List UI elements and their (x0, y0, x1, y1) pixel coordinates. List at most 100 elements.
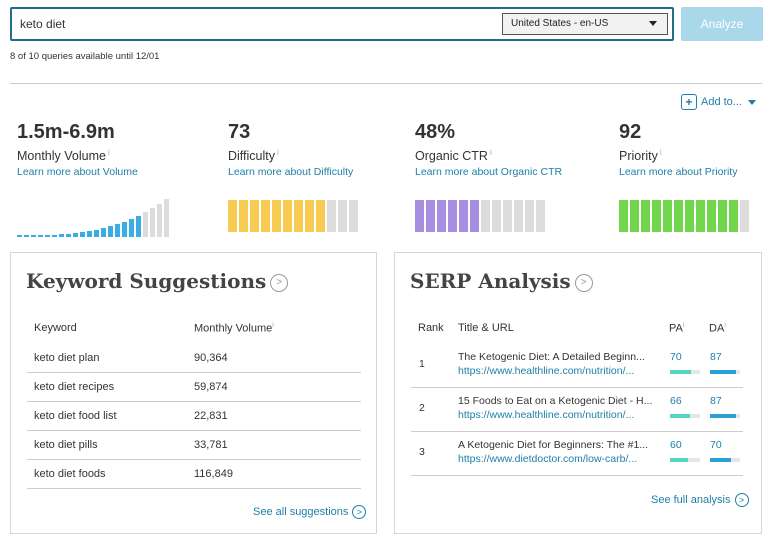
metric-priority: 92 Priority i Learn more about Priority (619, 121, 737, 178)
learn-more-ctr-link[interactable]: Learn more about Organic CTR (415, 166, 563, 179)
col-monthly-volume: Monthly Volumei (194, 322, 274, 335)
volume-bar (150, 208, 155, 237)
divider (10, 83, 762, 84)
col-title-url: Title & URL (458, 322, 514, 334)
learn-more-difficulty-link[interactable]: Learn more about Difficulty (228, 166, 354, 179)
gauge-segment (261, 200, 270, 232)
gauge-segment (696, 200, 705, 232)
rank: 3 (419, 446, 425, 458)
analyze-button[interactable]: Analyze (681, 7, 763, 41)
info-icon[interactable]: i (682, 322, 685, 329)
da-bar (710, 370, 740, 374)
pa-bar-fill (670, 458, 688, 462)
gauge-segment (272, 200, 281, 232)
result-url-link[interactable]: https://www.dietdoctor.com/low-carb/... (458, 453, 638, 465)
learn-more-priority-link[interactable]: Learn more about Priority (619, 166, 738, 179)
da-value: 87 (710, 351, 722, 363)
search-bar: United States - en-US (10, 7, 674, 41)
info-icon[interactable]: i (659, 148, 662, 157)
da-value: 87 (710, 395, 722, 407)
metric-label: Monthly Volume (17, 149, 106, 164)
gauge-segment (729, 200, 738, 232)
chevron-right-icon: > (734, 493, 749, 507)
result-title: The Ketogenic Diet: A Detailed Beginn... (458, 351, 645, 363)
info-icon[interactable]: i (272, 322, 274, 329)
gauge-segment (740, 200, 749, 232)
gauge-segment (250, 200, 259, 232)
col-rank: Rank (418, 322, 444, 334)
chevron-down-icon (747, 99, 756, 105)
chevron-right-icon[interactable]: > (574, 273, 593, 292)
chevron-right-icon[interactable]: > (270, 273, 289, 292)
metric-label: Organic CTR (415, 149, 488, 164)
table-row[interactable]: keto diet plan 90,364 (27, 344, 361, 373)
metric-label: Priority (619, 149, 658, 164)
volume-bar (31, 235, 36, 237)
gauge-segment (481, 200, 490, 232)
volume-bar (94, 230, 99, 237)
pa-bar (670, 458, 700, 462)
table-row[interactable]: keto diet food list 22,831 (27, 402, 361, 431)
card-title-text: Keyword Suggestions (26, 269, 267, 293)
gauge-segment (228, 200, 237, 232)
info-icon[interactable]: i (277, 148, 279, 157)
da-bar-fill (710, 370, 736, 374)
pa-value: 60 (670, 439, 682, 451)
result-title: 15 Foods to Eat on a Ketogenic Diet - H.… (458, 395, 653, 407)
gauge-segment (641, 200, 650, 232)
learn-more-volume-link[interactable]: Learn more about Volume (17, 166, 138, 179)
volume-bar (45, 235, 50, 237)
metric-value: 1.5m-6.9m (17, 121, 115, 143)
gauge-segment (525, 200, 534, 232)
table-row[interactable]: keto diet recipes 59,874 (27, 373, 361, 402)
see-all-suggestions-link[interactable]: See all suggestions > (253, 505, 367, 519)
gauge-segment (652, 200, 661, 232)
volume-bar (59, 234, 64, 237)
table-row[interactable]: keto diet pills 33,781 (27, 431, 361, 460)
add-to-button[interactable]: + Add to... (681, 93, 756, 111)
gauge-segment (448, 200, 457, 232)
info-icon[interactable]: i (489, 148, 492, 157)
search-input[interactable] (20, 9, 490, 39)
locale-value: United States - en-US (511, 18, 609, 29)
volume-bar (52, 235, 57, 237)
metric-organic-ctr: 48% Organic CTR i Learn more about Organi… (415, 121, 562, 178)
gauge-segment (316, 200, 325, 232)
da-bar-fill (710, 458, 731, 462)
metric-value: 48% (415, 121, 456, 143)
gauge-segment (663, 200, 672, 232)
gauge-segment (630, 200, 639, 232)
pa-bar (670, 370, 700, 374)
gauge-segment (283, 200, 292, 232)
locale-select[interactable]: United States - en-US (502, 13, 668, 35)
volume-bar (108, 226, 113, 237)
volume-bar (87, 231, 92, 237)
da-bar-fill (710, 414, 736, 418)
volume-bar (38, 235, 43, 237)
add-to-label: Add to... (701, 96, 742, 108)
info-icon[interactable]: i (724, 322, 726, 329)
serp-row: 3 A Ketogenic Diet for Beginners: The #1… (411, 432, 743, 476)
keyword-suggestions-card (10, 252, 377, 534)
table-row[interactable]: keto diet foods 116,849 (27, 460, 361, 489)
pa-bar-fill (670, 370, 691, 374)
volume-bar (157, 204, 162, 237)
gauge-segment (685, 200, 694, 232)
card-title-text: SERP Analysis (410, 269, 571, 293)
plus-icon: + (681, 94, 697, 111)
see-full-analysis-link[interactable]: See full analysis > (651, 493, 749, 507)
volume-bar (143, 212, 148, 237)
volume-bar (101, 228, 106, 237)
info-icon[interactable]: i (107, 148, 110, 157)
volume-bar (73, 233, 78, 237)
volume-bar (115, 224, 120, 237)
result-url-link[interactable]: https://www.healthline.com/nutrition/... (458, 365, 635, 377)
gauge-segment (437, 200, 446, 232)
serp-row: 2 15 Foods to Eat on a Ketogenic Diet - … (411, 388, 743, 432)
gauge-segment (492, 200, 501, 232)
result-url-link[interactable]: https://www.healthline.com/nutrition/... (458, 409, 635, 421)
volume-bar (24, 235, 29, 237)
da-value: 70 (710, 439, 722, 451)
keyword-suggestions-title: Keyword Suggestions > (26, 269, 289, 293)
col-pa: PAi (669, 322, 685, 335)
